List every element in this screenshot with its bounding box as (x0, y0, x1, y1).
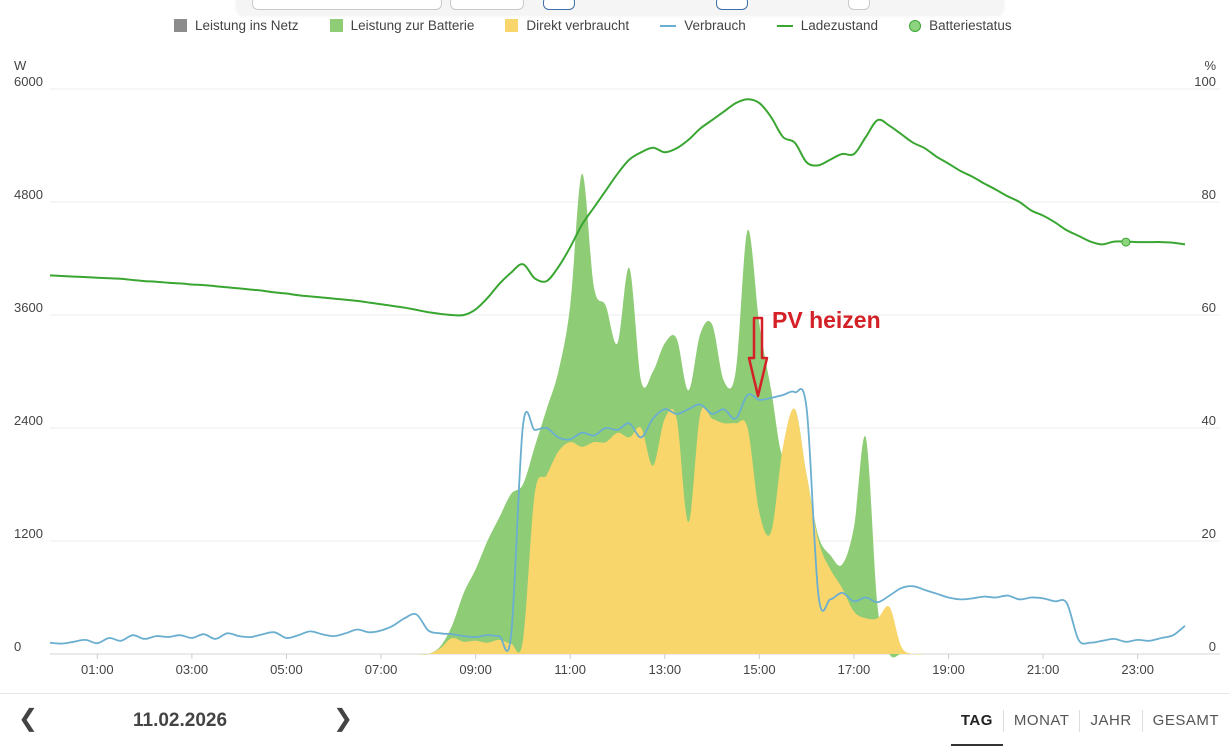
chevron-right-icon[interactable]: ❯ (333, 705, 354, 732)
y-right-tick-label: 20 (1202, 526, 1216, 541)
x-tick-label: 13:00 (649, 662, 682, 677)
tab-monat[interactable]: MONAT (1002, 710, 1080, 732)
y-right-tick-label: 0 (1209, 639, 1216, 654)
annotation-text: PV heizen (772, 307, 881, 333)
x-tick-label: 23:00 (1121, 662, 1154, 677)
filter-toggle[interactable] (543, 0, 575, 10)
legend-label: Direkt verbraucht (526, 18, 630, 33)
tab-gesamt[interactable]: GESAMT (1141, 710, 1229, 732)
legend-swatch (174, 19, 187, 32)
period-tabs: TAG MONAT JAHR GESAMT (950, 710, 1229, 746)
legend-item[interactable]: Ladezustand (776, 18, 879, 33)
filter-select[interactable] (252, 0, 442, 10)
line-verbrauch (49, 387, 1186, 652)
y-right-tick-label: 100 (1194, 74, 1216, 89)
legend-swatch (329, 19, 343, 32)
battery-status-marker (1121, 237, 1131, 247)
legend-swatch (660, 24, 677, 27)
tab-jahr[interactable]: JAHR (1079, 710, 1141, 732)
legend-item[interactable]: Leistung ins Netz (174, 18, 299, 33)
x-tick-label: 01:00 (81, 662, 114, 677)
legend-swatch (505, 19, 519, 32)
legend-swatch (776, 24, 793, 27)
date-navigation-bar: ❮ 11.02.2026 ❯ TAG MONAT JAHR GESAMT (0, 693, 1229, 746)
area-direkt-verbraucht (50, 406, 1185, 655)
x-tick-label: 05:00 (270, 662, 303, 677)
legend-swatch (909, 19, 922, 32)
y-left-tick-label: 4800 (14, 187, 43, 202)
y-left-tick-label: 1200 (14, 526, 43, 541)
tab-tag[interactable]: TAG (950, 710, 1003, 746)
legend-label: Batteriestatus (929, 18, 1012, 33)
legend-item[interactable]: Verbrauch (660, 18, 746, 33)
x-tick-label: 07:00 (365, 662, 398, 677)
x-tick-label: 21:00 (1027, 662, 1060, 677)
filter-toggle[interactable] (716, 0, 748, 10)
y-left-tick-label: 6000 (14, 74, 43, 89)
y-left-tick-label: 0 (14, 639, 21, 654)
energy-chart: 0 1200 2400 3600 4800 6000 0 20 40 60 80 100 W % 01:00… (14, 58, 1220, 677)
y-left-tick-label: 2400 (14, 413, 43, 428)
chart-legend: Leistung ins Netz Leistung zur Batterie Di… (174, 18, 1043, 33)
legend-label: Leistung ins Netz (195, 18, 299, 33)
y-right-axis-label: % (1204, 58, 1216, 73)
chevron-left-icon[interactable]: ❮ (18, 705, 39, 732)
y-right-tick-label: 40 (1202, 413, 1216, 428)
y-right-tick-label: 60 (1202, 300, 1216, 315)
legend-label: Ladezustand (800, 18, 879, 33)
x-tick-label: 19:00 (932, 662, 965, 677)
x-tick-label: 15:00 (743, 662, 776, 677)
filter-select[interactable] (450, 0, 524, 10)
legend-label: Leistung zur Batterie (350, 18, 475, 33)
y-right-tick-label: 80 (1202, 187, 1216, 202)
x-tick-label: 17:00 (838, 662, 871, 677)
annotation-arrow-icon (747, 316, 769, 398)
x-tick-label: 09:00 (459, 662, 492, 677)
legend-label: Verbrauch (684, 18, 746, 33)
area-leistung-zur-batterie (50, 173, 1185, 658)
y-left-axis-label: W (14, 58, 27, 73)
y-left-tick-label: 3600 (14, 300, 43, 315)
legend-item[interactable]: Leistung zur Batterie (329, 18, 475, 33)
filter-bar-remnant (236, 0, 1004, 14)
x-tick-label: 11:00 (554, 662, 586, 677)
legend-item[interactable]: Batteriestatus (909, 18, 1012, 33)
legend-item[interactable]: Direkt verbraucht (505, 18, 629, 33)
current-date: 11.02.2026 (133, 710, 228, 731)
filter-checkbox[interactable] (848, 0, 870, 10)
line-ladezustand (49, 98, 1186, 317)
x-tick-label: 03:00 (176, 662, 209, 677)
